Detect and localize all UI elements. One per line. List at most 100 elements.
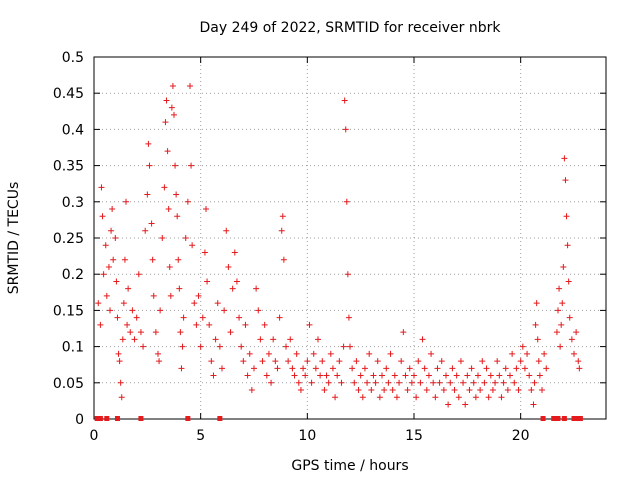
data-point — [568, 336, 575, 343]
data-point — [329, 365, 336, 372]
data-point — [496, 372, 503, 379]
data-point — [115, 350, 122, 357]
data-point — [274, 365, 281, 372]
zero-point — [217, 416, 223, 421]
data-point — [137, 329, 144, 336]
zero-point — [577, 416, 583, 421]
data-point — [278, 227, 285, 234]
data-point — [438, 358, 445, 365]
data-point — [306, 321, 313, 328]
data-point — [203, 206, 209, 213]
data-point — [312, 365, 319, 372]
data-point — [368, 387, 375, 394]
data-point — [315, 336, 321, 343]
data-point — [370, 372, 377, 379]
data-point — [494, 358, 501, 365]
data-point — [117, 379, 124, 386]
data-point — [168, 104, 175, 111]
data-point — [149, 256, 156, 263]
data-point — [208, 358, 215, 365]
data-point — [453, 372, 460, 379]
data-point — [212, 336, 219, 343]
data-point — [539, 387, 545, 394]
data-point — [576, 365, 583, 372]
zero-point — [551, 416, 557, 421]
data-point — [513, 365, 520, 372]
data-point — [366, 350, 373, 357]
data-point — [204, 278, 211, 285]
data-point — [125, 285, 132, 292]
data-point — [171, 111, 177, 118]
data-point — [560, 263, 567, 270]
y-tick-label: 0.15 — [53, 303, 84, 319]
data-point — [455, 394, 462, 401]
data-point — [558, 321, 565, 328]
plot-frame — [93, 56, 607, 420]
data-point — [246, 350, 253, 357]
data-point — [191, 300, 198, 307]
data-point — [443, 372, 449, 379]
data-point — [259, 358, 266, 365]
data-point — [255, 307, 262, 314]
data-point — [112, 235, 119, 241]
data-point — [265, 350, 272, 357]
y-tick-label: 0.5 — [62, 50, 84, 66]
data-point — [470, 379, 477, 386]
data-point — [163, 97, 170, 104]
data-points — [94, 82, 583, 421]
data-point — [105, 263, 112, 270]
axes — [93, 56, 607, 420]
data-point — [564, 242, 571, 249]
data-point — [169, 82, 176, 89]
data-point — [517, 358, 524, 365]
data-point — [434, 365, 441, 372]
data-point — [559, 300, 566, 307]
data-point — [487, 372, 494, 379]
data-point — [300, 365, 307, 372]
data-point — [404, 387, 411, 394]
data-point — [227, 329, 234, 336]
zero-point — [574, 416, 580, 421]
data-point — [279, 213, 286, 220]
data-point — [475, 372, 481, 379]
data-point — [110, 256, 117, 263]
data-point — [379, 372, 385, 379]
data-point — [449, 365, 456, 372]
data-point — [289, 365, 296, 372]
data-point — [543, 365, 550, 372]
data-point — [432, 394, 439, 401]
data-point — [109, 206, 116, 213]
data-point — [338, 379, 345, 386]
data-point — [253, 285, 260, 292]
data-point — [532, 321, 539, 328]
data-point — [180, 314, 187, 321]
data-point — [460, 379, 467, 386]
data-point — [359, 394, 366, 401]
data-point — [231, 249, 238, 256]
data-point — [268, 379, 275, 386]
data-point — [177, 329, 184, 336]
data-point — [466, 387, 473, 394]
data-point — [376, 394, 383, 401]
data-point — [103, 292, 110, 299]
data-point — [566, 314, 573, 321]
x-tick-label: 20 — [512, 428, 530, 444]
data-point — [573, 329, 580, 336]
data-point — [341, 97, 348, 104]
data-point — [317, 372, 324, 379]
data-point — [351, 379, 358, 386]
data-point — [124, 321, 131, 328]
y-tick-label: 0 — [75, 412, 84, 428]
data-point — [302, 372, 309, 379]
data-point — [524, 350, 531, 357]
data-point — [417, 379, 424, 386]
data-point — [408, 379, 415, 386]
data-point — [107, 307, 113, 314]
data-point — [242, 321, 249, 328]
data-point — [175, 256, 182, 263]
data-point — [319, 358, 326, 365]
zero-point — [561, 416, 567, 421]
data-point — [257, 336, 264, 343]
data-point — [415, 358, 422, 365]
data-point — [127, 329, 134, 336]
